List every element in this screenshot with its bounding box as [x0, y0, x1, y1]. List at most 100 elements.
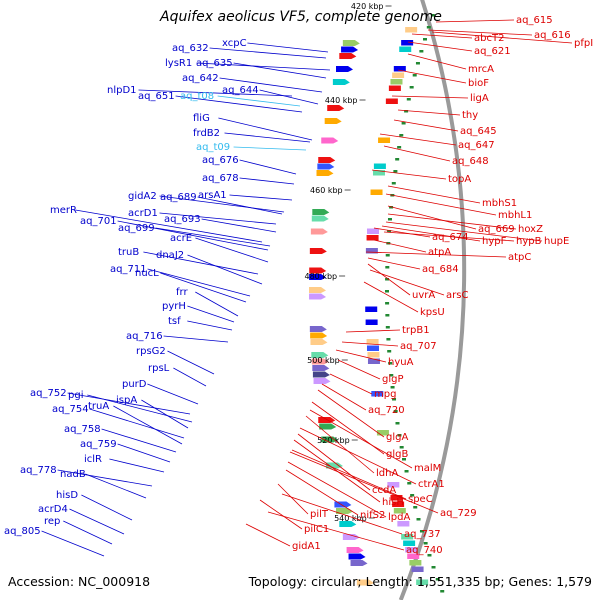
- left-label-leader: [67, 392, 191, 415]
- minor-tick: [422, 38, 427, 41]
- left-gene-label: aq_635: [196, 58, 233, 69]
- left-label-leader: [87, 394, 193, 423]
- right-label-leader: [287, 461, 387, 518]
- minor-tick: [393, 170, 398, 173]
- left-gene-label: pyrH: [162, 301, 186, 312]
- gene-feature: [397, 521, 410, 527]
- right-label-leader: [387, 213, 517, 230]
- left-label-leader: [143, 251, 259, 275]
- gene-feature: [385, 98, 398, 104]
- left-label-leader: [173, 367, 207, 387]
- right-gene-label: aq_740: [406, 545, 443, 556]
- kbp-tick-label: 420 kbp: [351, 2, 384, 11]
- gene-feature-arrow: [348, 553, 366, 560]
- right-gene-label: aq_616: [534, 30, 571, 41]
- accession-text: Accession: NC_000918: [8, 574, 151, 589]
- left-label-leader: [259, 89, 319, 105]
- gene-feature: [390, 495, 403, 501]
- gene-feature: [388, 85, 401, 91]
- gene-feature: [365, 248, 378, 254]
- right-gene-label: aq_648: [452, 156, 489, 167]
- right-gene-label: mbhL1: [498, 210, 532, 221]
- gene-feature-arrow: [310, 332, 328, 339]
- minor-tick: [406, 98, 411, 101]
- right-label-leader: [373, 227, 431, 238]
- gene-feature: [393, 66, 406, 72]
- minor-tick: [385, 254, 390, 257]
- gene-feature-arrow: [309, 293, 327, 300]
- left-gene-label: aq_778: [20, 465, 57, 476]
- right-label-leader: [321, 383, 367, 411]
- gene-feature-arrow: [334, 501, 352, 508]
- gene-feature-arrow: [332, 79, 350, 85]
- minor-tick: [426, 26, 431, 29]
- right-label-leader: [407, 41, 473, 52]
- minor-tick: [399, 446, 404, 449]
- gene-feature: [401, 40, 414, 46]
- right-label-leader: [341, 341, 399, 347]
- kbp-tick-label: 500 kbp: [307, 356, 340, 365]
- left-gene-label: frr: [176, 287, 188, 298]
- minor-tick: [404, 470, 409, 473]
- left-label-leader: [147, 268, 251, 297]
- left-gene-label: rep: [44, 516, 60, 527]
- left-label-leader: [141, 399, 189, 429]
- gene-feature-arrow: [313, 378, 331, 384]
- right-label-leader: [291, 449, 407, 500]
- left-label-leader: [155, 227, 271, 247]
- minor-tick: [423, 542, 428, 545]
- right-label-leader: [297, 433, 371, 491]
- left-label-leader: [187, 305, 235, 323]
- left-gene-labels: aq_632 xcpC lysR1 aq_635 aq_642 nlpD1 aq_644aq…: [4, 38, 331, 557]
- left-gene-label: aq_716: [126, 331, 163, 342]
- right-gene-label: hupE: [544, 236, 569, 247]
- left-gene-label: dnaJ2: [156, 250, 184, 261]
- gene-feature: [411, 566, 424, 572]
- gene-feature-arrow: [319, 423, 337, 430]
- right-gene-label: hypB: [516, 236, 542, 247]
- left-label-leader: [209, 47, 327, 59]
- minor-tick: [392, 398, 397, 401]
- left-label-leader: [187, 254, 263, 285]
- gene-feature-arrow: [318, 417, 336, 423]
- kbp-tick-label: 520 kbp: [317, 436, 350, 445]
- left-gene-label: aq_689: [160, 192, 197, 203]
- right-gene-label: arsC: [446, 290, 468, 301]
- right-label-leader: [345, 329, 401, 333]
- left-label-leader: [41, 530, 105, 557]
- minor-tick: [401, 122, 406, 125]
- gene-feature-arrow: [312, 209, 330, 215]
- minor-tick: [427, 554, 432, 557]
- gene-feature-arrow: [342, 40, 360, 46]
- left-gene-label: rpsL: [148, 363, 170, 374]
- gene-feature-arrow: [310, 339, 328, 345]
- gene-feature-arrow: [325, 462, 343, 469]
- right-gene-label: pilC1: [304, 524, 329, 535]
- left-gene-label: aq_676: [202, 155, 239, 166]
- gene-feature-arrow: [309, 248, 327, 254]
- right-gene-label: bioF: [468, 78, 489, 89]
- right-label-leader: [281, 493, 403, 535]
- left-gene-label: tsf: [168, 316, 181, 327]
- right-gene-label: aq_707: [400, 341, 437, 352]
- left-label-leader: [75, 209, 263, 243]
- minor-tick: [389, 374, 394, 377]
- gene-feature-arrow: [312, 371, 330, 378]
- gene-feature-arrow: [318, 157, 336, 163]
- left-label-leader: [187, 320, 233, 331]
- left-gene-label: aq_711: [110, 264, 147, 275]
- gene-feature: [416, 579, 429, 585]
- left-label-leader: [239, 159, 297, 175]
- right-gene-label: aq_647: [458, 140, 495, 151]
- right-gene-label: topA: [448, 174, 471, 185]
- gene-feature: [371, 391, 384, 397]
- left-gene-label: acrD1: [128, 208, 158, 219]
- right-label-leader: [289, 451, 439, 514]
- right-gene-label: gidA1: [292, 541, 321, 552]
- right-gene-label: hyuA: [388, 357, 414, 368]
- left-gene-label: lysR1: [165, 58, 192, 69]
- right-gene-label: aq_729: [440, 508, 477, 519]
- gene-feature-arrow: [311, 215, 329, 222]
- left-label-leader: [101, 428, 177, 453]
- gene-feature: [366, 235, 379, 241]
